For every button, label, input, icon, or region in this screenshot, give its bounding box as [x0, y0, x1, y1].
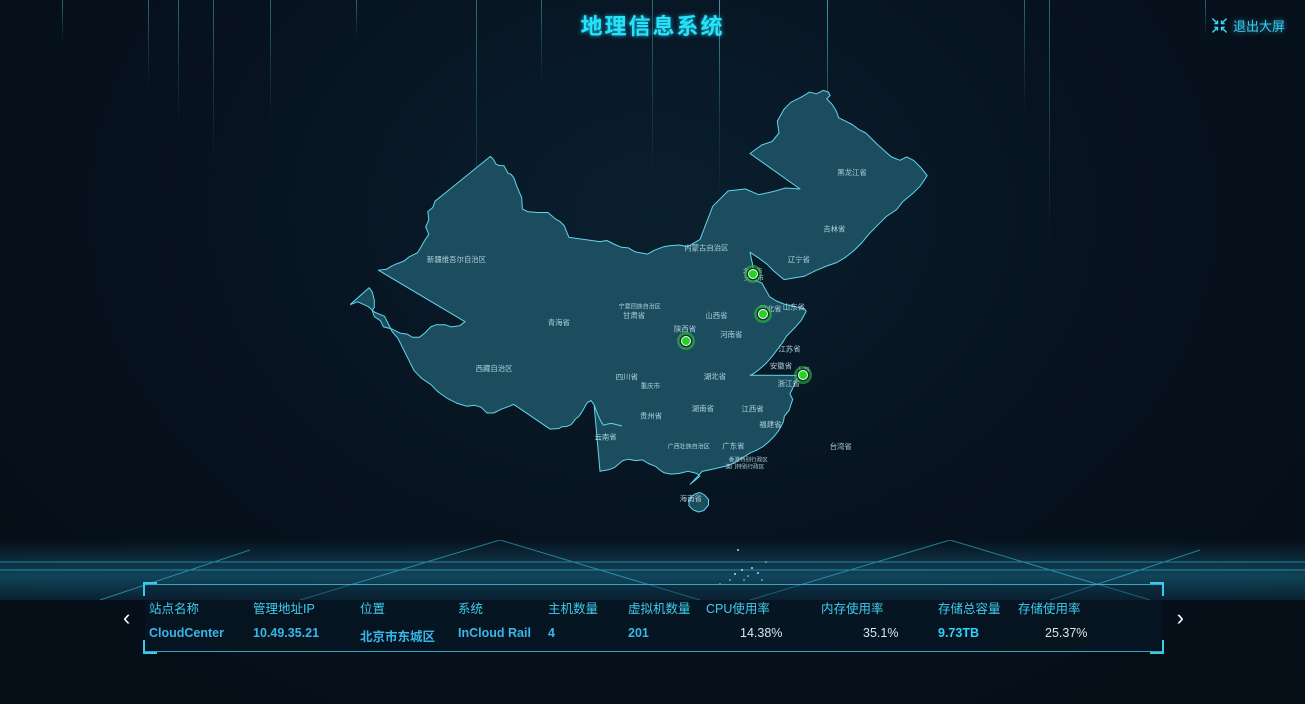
svg-text:广东省: 广东省 — [722, 442, 744, 451]
svg-text:安徽省: 安徽省 — [770, 361, 792, 370]
svg-text:湖南省: 湖南省 — [692, 404, 714, 413]
svg-text:云南省: 云南省 — [595, 432, 617, 441]
svg-text:河南省: 河南省 — [720, 330, 742, 339]
svg-text:青海省: 青海省 — [548, 318, 570, 327]
svg-text:海南省: 海南省 — [680, 494, 702, 503]
svg-text:新疆维吾尔自治区: 新疆维吾尔自治区 — [427, 255, 487, 264]
svg-text:四川省: 四川省 — [616, 373, 638, 382]
svg-text:江苏省: 江苏省 — [778, 344, 800, 353]
svg-text:湖北省: 湖北省 — [704, 372, 726, 381]
svg-text:内蒙古自治区: 内蒙古自治区 — [684, 243, 729, 252]
svg-text:山东省: 山东省 — [783, 302, 805, 311]
svg-text:山西省: 山西省 — [705, 311, 727, 320]
svg-text:福建省: 福建省 — [759, 420, 781, 429]
svg-text:江西省: 江西省 — [742, 405, 764, 414]
svg-text:辽宁省: 辽宁省 — [788, 255, 810, 264]
svg-text:吉林省: 吉林省 — [823, 224, 845, 233]
svg-text:台湾省: 台湾省 — [830, 442, 852, 451]
svg-text:重庆市: 重庆市 — [641, 381, 661, 390]
svg-text:西藏自治区: 西藏自治区 — [476, 364, 514, 373]
svg-text:宁夏回族自治区: 宁夏回族自治区 — [619, 303, 661, 311]
svg-text:黑龙江省: 黑龙江省 — [837, 168, 867, 177]
svg-text:贵州省: 贵州省 — [640, 412, 662, 421]
svg-text:广西壮族自治区: 广西壮族自治区 — [668, 443, 710, 451]
svg-text:澳门特别行政区: 澳门特别行政区 — [725, 462, 765, 470]
svg-text:香港特别行政区: 香港特别行政区 — [729, 455, 769, 463]
svg-text:甘肃省: 甘肃省 — [623, 311, 645, 320]
